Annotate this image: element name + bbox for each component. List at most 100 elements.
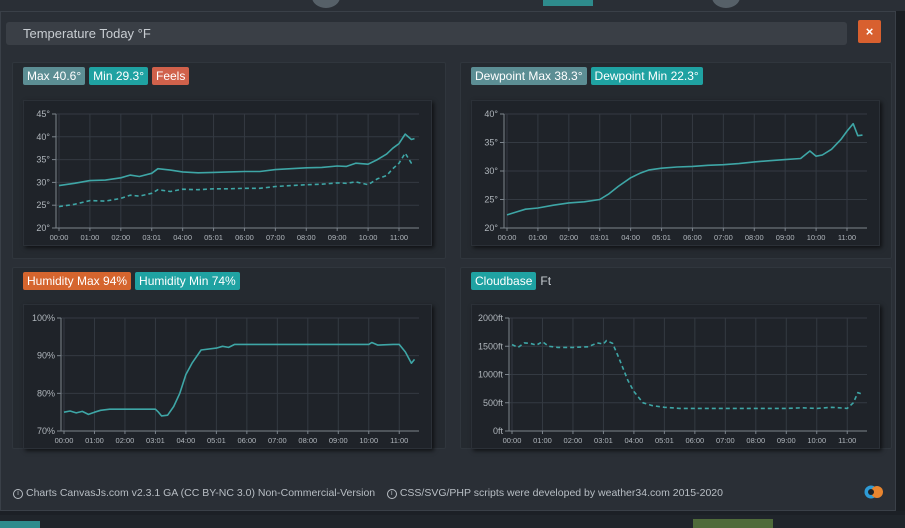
info-icon: i xyxy=(13,489,23,499)
temp-chart-svg: 20° 25° 30° 35° 40° 45° 00:00 01:00 02:00 03:01 04… xyxy=(36,109,419,242)
temp-min-badge: Min 29.3° xyxy=(89,67,148,85)
footer-left-text: Charts CanvasJs.com v2.3.1 GA (CC BY-NC … xyxy=(26,487,376,499)
x-tick-label: 05:01 xyxy=(655,436,674,445)
y-tick-label: 25° xyxy=(36,200,50,210)
dewpoint-chart: 20° 25° 30° 35° 40° 00:00 01:00 02:00 03:01 04:00… xyxy=(471,100,880,246)
x-tick-label: 04:00 xyxy=(625,436,644,445)
x-tick-label: 10:00 xyxy=(359,436,378,445)
dew-chart-svg: 20° 25° 30° 35° 40° 00:00 01:00 02:00 03:01 04:00… xyxy=(484,109,867,242)
info-icon: i xyxy=(386,489,397,499)
x-tick-label: 10:00 xyxy=(807,233,826,242)
y-tick-label: 40° xyxy=(484,109,498,119)
temperature-modal: Temperature Today °F × Max 40.6° Min 29.… xyxy=(0,11,896,511)
dewpoint-max-badge: Dewpoint Max 38.3° xyxy=(471,67,587,85)
x-tick-label: 01:00 xyxy=(533,436,552,445)
temp-max-badge: Max 40.6° xyxy=(23,67,86,85)
x-tick-label: 11:00 xyxy=(390,436,408,445)
x-tick-label: 09:00 xyxy=(328,233,347,242)
cloudbase-chart: 0ft 500ft 1000ft 1500ft 2000ft 00:00 01:00 02:0… xyxy=(471,304,880,449)
background-badge xyxy=(543,0,593,6)
y-tick-label: 20° xyxy=(36,223,50,233)
temperature-chart: 20° 25° 30° 35° 40° 45° 00:00 01:00 02:00 03:01 04… xyxy=(23,100,432,246)
y-tick-label: 40° xyxy=(36,132,50,142)
x-tick-label: 06:00 xyxy=(237,436,256,445)
cloudbase-unit: Ft xyxy=(540,274,552,288)
x-tick-label: 09:00 xyxy=(776,233,795,242)
y-tick-label: 30° xyxy=(36,177,50,187)
y-tick-label: 500ft xyxy=(483,398,504,408)
x-tick-label: 07:00 xyxy=(714,233,733,242)
x-tick-label: 07:00 xyxy=(716,436,735,445)
background-tile xyxy=(0,521,40,528)
y-tick-label: 90% xyxy=(37,351,55,361)
x-tick-label: 10:00 xyxy=(359,233,378,242)
x-tick-label: 04:00 xyxy=(621,233,640,242)
x-tick-label: 02:00 xyxy=(564,436,583,445)
x-tick-label: 06:00 xyxy=(235,233,254,242)
x-tick-label: 07:00 xyxy=(268,436,287,445)
x-tick-label: 03:01 xyxy=(590,233,609,242)
weather34-logo-icon[interactable] xyxy=(864,484,884,500)
y-tick-label: 25° xyxy=(484,195,498,205)
modal-title: Temperature Today °F xyxy=(6,22,847,45)
y-tick-label: 20° xyxy=(484,223,498,233)
x-tick-label: 05:01 xyxy=(652,233,671,242)
x-tick-label: 01:00 xyxy=(85,436,104,445)
x-tick-label: 05:01 xyxy=(207,436,226,445)
cloudbase-panel: Cloudbase Ft 0ft 500ft 1000ft 1500ft 2000ft 0… xyxy=(460,267,892,449)
x-tick-label: 02:00 xyxy=(116,436,135,445)
temp-series-line-0 xyxy=(58,133,415,187)
dewpoint-badges: Dewpoint Max 38.3° Dewpoint Min 22.3° xyxy=(471,67,703,85)
x-tick-label: 09:00 xyxy=(329,436,348,445)
y-tick-label: 35° xyxy=(36,155,50,165)
x-tick-label: 04:00 xyxy=(177,436,196,445)
x-tick-label: 09:00 xyxy=(777,436,796,445)
x-tick-label: 00:00 xyxy=(503,436,522,445)
dewpoint-min-badge: Dewpoint Min 22.3° xyxy=(590,67,703,85)
humidity-panel: Humidity Max 94% Humidity Min 74% 70% 80%… xyxy=(12,267,446,449)
x-tick-label: 08:00 xyxy=(746,436,765,445)
x-tick-label: 08:00 xyxy=(298,436,317,445)
x-tick-label: 06:00 xyxy=(685,436,704,445)
temp-series-line-1 xyxy=(58,152,415,208)
cloudbase-badge: Cloudbase xyxy=(471,272,537,290)
y-tick-label: 30° xyxy=(484,166,498,176)
x-tick-label: 02:00 xyxy=(111,233,130,242)
x-tick-label: 10:00 xyxy=(807,436,826,445)
x-tick-label: 05:01 xyxy=(204,233,223,242)
background-tile xyxy=(693,519,773,528)
y-tick-label: 1500ft xyxy=(478,341,504,351)
x-tick-label: 03:01 xyxy=(594,436,613,445)
background-footer xyxy=(0,515,905,528)
hum-chart-svg: 70% 80% 90% 100% 00:00 01:00 02:00 03:01 04:00 05… xyxy=(32,313,419,445)
y-tick-label: 2000ft xyxy=(478,313,504,323)
x-tick-label: 06:00 xyxy=(683,233,702,242)
y-tick-label: 80% xyxy=(37,388,55,398)
y-tick-label: 35° xyxy=(484,138,498,148)
background-strip xyxy=(0,0,905,12)
x-tick-label: 01:00 xyxy=(81,233,100,242)
x-tick-label: 03:01 xyxy=(146,436,165,445)
x-tick-label: 03:01 xyxy=(142,233,161,242)
x-tick-label: 00:00 xyxy=(55,436,74,445)
humidity-badges: Humidity Max 94% Humidity Min 74% xyxy=(23,272,240,290)
humidity-min-badge: Humidity Min 74% xyxy=(135,272,240,290)
x-tick-label: 02:00 xyxy=(559,233,578,242)
x-tick-label: 00:00 xyxy=(50,233,69,242)
x-tick-label: 07:00 xyxy=(266,233,285,242)
x-tick-label: 08:00 xyxy=(297,233,316,242)
background-icon xyxy=(312,0,340,8)
close-button[interactable]: × xyxy=(858,20,881,43)
y-tick-label: 1000ft xyxy=(478,370,504,380)
x-tick-label: 01:00 xyxy=(529,233,548,242)
x-tick-label: 11:00 xyxy=(838,436,856,445)
humidity-max-badge: Humidity Max 94% xyxy=(23,272,132,290)
y-tick-label: 0ft xyxy=(493,426,504,436)
feels-badge[interactable]: Feels xyxy=(152,67,190,85)
dewpoint-panel: Dewpoint Max 38.3° Dewpoint Min 22.3° 20… xyxy=(460,62,892,259)
background-icon xyxy=(712,0,740,8)
footer-credits: i Charts CanvasJs.com v2.3.1 GA (CC BY-NC… xyxy=(13,487,723,499)
x-tick-label: 00:00 xyxy=(498,233,517,242)
x-tick-label: 11:00 xyxy=(390,233,408,242)
hum-series-line-0 xyxy=(63,341,416,417)
